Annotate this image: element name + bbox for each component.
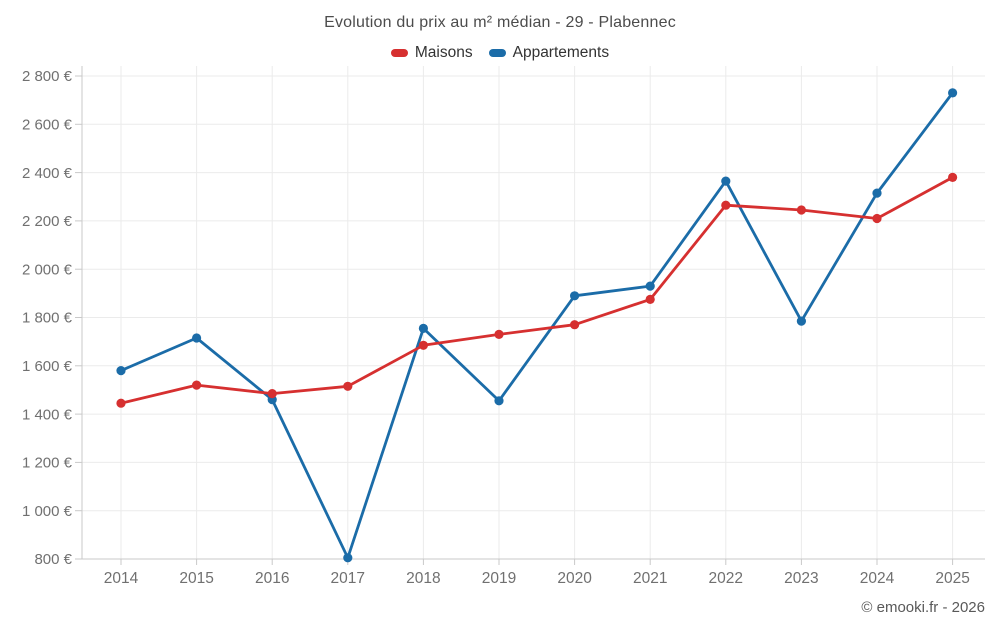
y-axis-label: 800 € xyxy=(34,551,72,568)
point-appartements-2017[interactable] xyxy=(343,553,353,563)
legend-item-maisons[interactable]: Maisons xyxy=(390,44,473,62)
series-line-maisons xyxy=(119,175,954,405)
chart-title: Evolution du prix au m² médian - 29 - Pl… xyxy=(324,14,676,31)
point-maisons-2018[interactable] xyxy=(418,340,428,350)
x-axis-label: 2025 xyxy=(935,570,969,587)
x-axis-label: 2016 xyxy=(255,570,289,587)
point-appartements-2014[interactable] xyxy=(116,366,126,376)
point-appartements-2021[interactable] xyxy=(645,281,655,291)
series-line-appartements xyxy=(119,91,954,560)
point-maisons-2015[interactable] xyxy=(192,380,202,390)
point-appartements-2023[interactable] xyxy=(796,316,807,326)
point-maisons-2021[interactable] xyxy=(645,294,655,304)
x-axis-label: 2019 xyxy=(482,570,516,587)
y-axis-label: 1 400 € xyxy=(22,406,73,423)
point-appartements-2015[interactable] xyxy=(192,333,202,343)
legend-label-appartements: Appartements xyxy=(512,44,610,61)
x-axis-label: 2023 xyxy=(784,570,818,587)
point-appartements-2018[interactable] xyxy=(418,323,428,333)
y-axis-label: 1 000 € xyxy=(22,503,73,520)
point-appartements-2024[interactable] xyxy=(872,188,882,198)
y-axis-label: 1 600 € xyxy=(22,358,73,375)
point-maisons-2024[interactable] xyxy=(872,213,882,224)
appartements-color-swatch xyxy=(488,49,506,57)
legend-label-maisons: Maisons xyxy=(414,44,473,61)
point-maisons-2017[interactable] xyxy=(343,381,353,391)
x-axis-label: 2021 xyxy=(633,570,667,587)
x-axis-label: 2015 xyxy=(179,570,213,587)
x-axis-label: 2020 xyxy=(557,570,592,587)
point-maisons-2014[interactable] xyxy=(116,398,126,408)
x-axis-label: 2017 xyxy=(331,570,365,587)
y-axis-label: 2 400 € xyxy=(22,165,73,182)
copyright-text: © emooki.fr - 2026 xyxy=(861,599,985,616)
maisons-color-swatch xyxy=(390,49,408,57)
y-axis-label: 1 800 € xyxy=(22,310,73,327)
y-axis-label: 2 000 € xyxy=(22,261,73,278)
y-axis-label: 2 600 € xyxy=(22,117,73,134)
y-axis-label: 2 800 € xyxy=(22,68,73,85)
x-axis-label: 2014 xyxy=(104,570,139,587)
point-maisons-2023[interactable] xyxy=(796,205,807,215)
point-appartements-2019[interactable] xyxy=(494,396,504,406)
chart-legend: Maisons Appartements xyxy=(0,44,1000,62)
x-axis-label: 2022 xyxy=(709,570,743,587)
point-maisons-2019[interactable] xyxy=(494,329,504,339)
x-axis-label: 2024 xyxy=(860,570,895,587)
point-maisons-2025[interactable] xyxy=(948,172,958,182)
point-maisons-2020[interactable] xyxy=(570,320,580,330)
point-maisons-2016[interactable] xyxy=(267,389,277,399)
point-appartements-2025[interactable] xyxy=(948,88,958,98)
point-maisons-2022[interactable] xyxy=(721,200,731,210)
point-appartements-2020[interactable] xyxy=(570,291,580,301)
point-appartements-2022[interactable] xyxy=(721,176,731,186)
x-axis-label: 2018 xyxy=(406,570,440,587)
legend-item-appartements[interactable]: Appartements xyxy=(488,44,610,62)
y-axis-label: 1 200 € xyxy=(22,455,73,472)
y-axis-label: 2 200 € xyxy=(22,213,73,230)
